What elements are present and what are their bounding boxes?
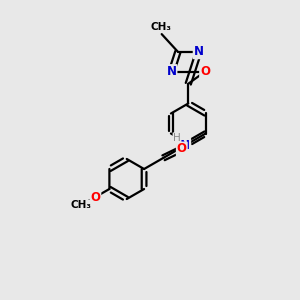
Text: O: O	[200, 65, 210, 78]
Text: O: O	[90, 190, 100, 204]
Text: N: N	[167, 65, 176, 78]
Text: CH₃: CH₃	[151, 22, 172, 32]
Text: H: H	[173, 133, 181, 143]
Text: N: N	[180, 139, 190, 152]
Text: CH₃: CH₃	[71, 200, 92, 210]
Text: O: O	[177, 142, 187, 155]
Text: N: N	[194, 45, 204, 58]
